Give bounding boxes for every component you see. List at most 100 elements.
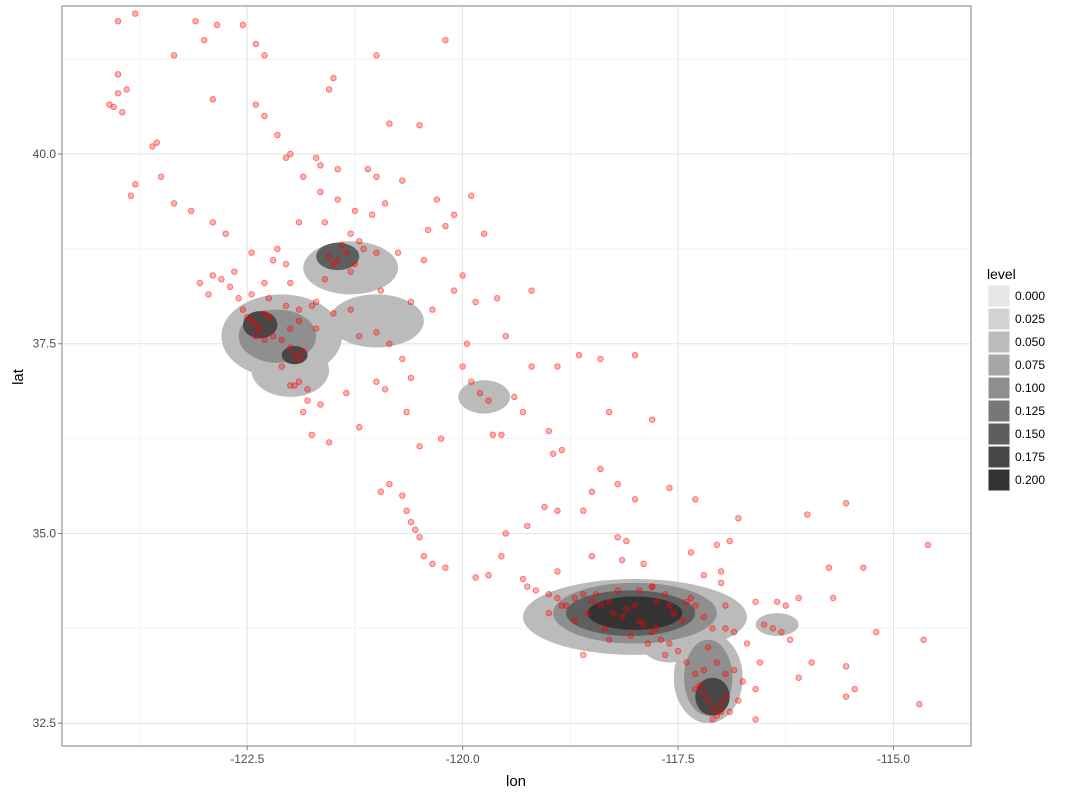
data-point [450, 211, 458, 218]
data-point [627, 632, 634, 640]
data-point [722, 602, 729, 609]
data-point [351, 207, 359, 215]
y-tick-label: 37.5 [33, 337, 57, 351]
data-point [278, 336, 285, 344]
data-point [274, 131, 281, 139]
data-point [170, 200, 178, 207]
data-point [636, 617, 643, 624]
data-point [605, 636, 613, 643]
legend-swatch [987, 330, 1011, 354]
data-point [295, 306, 303, 313]
data-point [222, 230, 229, 237]
data-point [502, 530, 509, 537]
data-point [618, 556, 626, 564]
data-point [769, 625, 777, 632]
data-point [580, 591, 587, 598]
data-point [261, 310, 268, 317]
data-point [295, 317, 303, 325]
data-point [700, 613, 708, 621]
data-point [761, 621, 768, 628]
data-point [330, 74, 337, 82]
data-point [373, 329, 380, 336]
legend-swatch [987, 468, 1011, 492]
data-point [312, 154, 320, 161]
data-point [132, 10, 139, 17]
legend: level 0.000 0.025 0.050 0.075 0.100 0.125 0.15… [987, 266, 1045, 492]
data-point [916, 701, 923, 708]
data-point [356, 238, 363, 245]
data-point [726, 537, 733, 545]
data-point [873, 628, 880, 636]
data-point [558, 446, 565, 454]
data-point [252, 321, 260, 328]
legend-swatch [987, 353, 1011, 377]
data-point [493, 295, 501, 302]
x-axis-title: lon [506, 773, 526, 790]
data-point [756, 659, 764, 666]
data-point [188, 207, 195, 215]
data-point [485, 397, 492, 404]
data-point [713, 659, 721, 666]
data-point [700, 666, 708, 674]
data-point [157, 173, 165, 180]
data-point [640, 621, 647, 628]
data-point [735, 697, 742, 704]
data-point [545, 609, 553, 617]
data-point [696, 682, 703, 689]
data-point [235, 295, 242, 302]
data-point [356, 332, 363, 340]
legend-swatch [987, 399, 1011, 423]
data-point [580, 507, 587, 514]
data-point [420, 257, 428, 264]
data-point [239, 21, 247, 29]
data-point [502, 332, 509, 340]
data-point [132, 181, 139, 188]
data-point [291, 351, 298, 359]
data-point [424, 226, 432, 234]
data-point [541, 503, 548, 511]
data-point [295, 355, 303, 363]
data-point [524, 583, 531, 590]
data-point [317, 162, 324, 169]
data-point [795, 594, 802, 602]
data-point [730, 666, 738, 674]
data-point [114, 17, 122, 25]
data-point [485, 572, 492, 579]
data-point [554, 568, 561, 575]
data-point [252, 40, 260, 48]
data-point [412, 526, 419, 533]
data-point [287, 150, 294, 158]
legend-title: level [987, 266, 1016, 282]
data-point [295, 219, 303, 226]
data-point [705, 697, 712, 704]
data-point [416, 121, 423, 129]
data-point [597, 465, 604, 473]
data-point [924, 541, 932, 549]
data-point [618, 613, 626, 621]
data-point [623, 537, 630, 545]
data-point [119, 109, 126, 116]
data-point [623, 606, 630, 613]
data-point [605, 598, 613, 605]
data-point [256, 325, 264, 332]
data-point [554, 507, 561, 514]
data-point [248, 317, 255, 325]
data-point [580, 651, 587, 659]
data-point [511, 393, 518, 401]
plot-background [61, 5, 972, 747]
data-point [338, 241, 346, 249]
data-point [575, 351, 583, 359]
data-point [274, 245, 281, 253]
data-point [709, 625, 716, 632]
data-point [700, 689, 708, 697]
data-point [717, 708, 725, 716]
data-point [657, 636, 665, 643]
data-point [317, 401, 324, 408]
density-region [458, 380, 511, 414]
data-point [597, 602, 604, 609]
data-point [498, 431, 505, 439]
data-point [808, 659, 815, 666]
data-point [442, 222, 449, 230]
data-point [330, 310, 337, 317]
